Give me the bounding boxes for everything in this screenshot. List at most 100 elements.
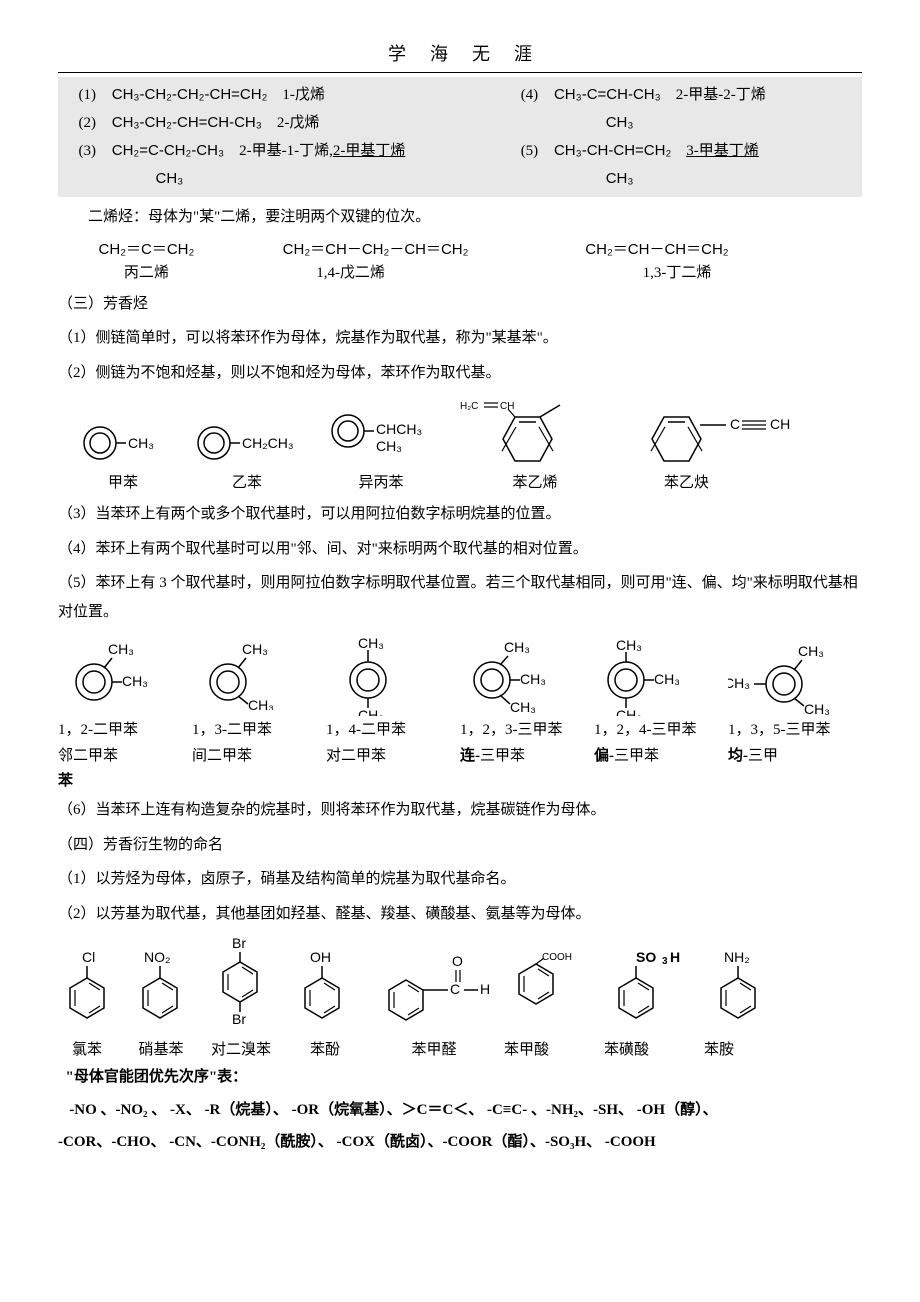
diene-intro: 二烯烃：母体为"某"二烯，要注明两个双键的位次。: [58, 203, 862, 232]
structure: OH: [286, 946, 364, 1036]
compound-name: 三甲苯: [480, 748, 525, 764]
svg-text:CH₃: CH₃: [376, 438, 402, 454]
compound-name: 苯甲醛: [374, 1038, 494, 1059]
section-heading: （三）芳香烃: [58, 290, 862, 319]
rule-text: （4）苯环上有两个取代基时可以用"邻、间、对"来标明两个取代基的相对位置。: [58, 535, 862, 564]
structure: NO₂: [126, 946, 196, 1036]
compound-name: 苯酚: [286, 1038, 364, 1059]
formula: CH₂＝C＝CH₂: [58, 238, 235, 259]
structure: SO 3 H: [604, 946, 694, 1036]
compound-name: 1，3-二甲苯: [192, 722, 272, 738]
alkene-examples: (1) CH₃-CH₂-CH₂-CH=CH₂ 1-戊烯 (4) CH₃-C=CH…: [58, 77, 862, 197]
structure: Cl: [58, 946, 116, 1036]
priority-heading: "母体官能团优先次序"表：: [58, 1063, 862, 1092]
derivative-names: 氯苯 硝基苯 对二溴苯 苯酚 苯甲醛 苯甲酸 苯磺酸 苯胺: [58, 1038, 862, 1059]
svg-text:CH₃: CH₃: [728, 675, 750, 691]
xylene-structures: CH₃ CH₃ CH₃ CH₃ CH₃ CH₃: [58, 634, 862, 716]
rule-text: （6）当苯环上连有构造复杂的烷基时，则将苯环作为取代基，烷基碳链作为母体。: [58, 796, 862, 825]
page-header: 学海无涯: [58, 40, 862, 66]
compound-name: 苯胺: [704, 1038, 782, 1059]
formula: CH₃-CH₂-CH₂-CH=CH₂: [112, 86, 268, 103]
item-num: (1): [58, 82, 96, 109]
svg-text:Cl: Cl: [82, 949, 95, 965]
structure: C CH: [634, 397, 804, 467]
structure: NH₂: [704, 946, 782, 1036]
compound-name: 1，2-二甲苯: [58, 722, 138, 738]
structure: Br Br: [206, 936, 276, 1036]
branch: CH₃: [156, 170, 184, 187]
svg-text:CH₃: CH₃: [616, 707, 642, 716]
svg-text:CH₃: CH₃: [654, 671, 680, 687]
formula: CH₂＝CH－CH＝CH₂: [516, 238, 797, 259]
formula: CH₂=C-CH₂-CH₃: [112, 142, 224, 159]
svg-text:CH: CH: [500, 401, 514, 412]
svg-text:C: C: [450, 981, 460, 997]
item-num: (2): [58, 110, 96, 137]
branch: CH₃: [606, 114, 634, 131]
svg-text:CH₃: CH₃: [616, 637, 642, 653]
item-num: (5): [500, 138, 538, 165]
header-rule: [58, 72, 862, 73]
structure: CH₃ CH₃ CH₃: [728, 634, 862, 716]
rule-text: （2）侧链为不饱和烃基，则以不饱和烃为母体，苯环作为取代基。: [58, 359, 862, 388]
rule-text: （1）以芳烃为母体，卤原子，硝基及结构简单的烷基为取代基命名。: [58, 865, 862, 894]
compound-name: 2-甲基-2-丁烯: [676, 87, 766, 103]
svg-text:Br: Br: [232, 1011, 246, 1027]
prefix: 偏-: [594, 748, 614, 764]
svg-text:CH₃: CH₃: [510, 699, 536, 715]
svg-text:O: O: [452, 953, 463, 969]
formula: CH₂＝CH－CH₂－CH＝CH₂: [235, 238, 516, 259]
diene-formulas: CH₂＝C＝CH₂ CH₂＝CH－CH₂－CH＝CH₂ CH₂＝CH－CH＝CH…: [58, 238, 862, 259]
structure: COOH: [504, 946, 594, 1036]
compound-name: 异丙苯: [326, 471, 436, 492]
compound-name: 硝基苯: [126, 1038, 196, 1059]
diene-names: 丙二烯 1,4-戊二烯 1,3-丁二烯: [58, 261, 862, 282]
prefix: 连-: [460, 748, 480, 764]
compound-name: 三甲: [748, 748, 778, 764]
svg-text:CH₃: CH₃: [358, 635, 384, 651]
benzene-names: 甲苯 乙苯 异丙苯 苯乙烯 苯乙炔: [78, 471, 862, 492]
compound-name: 1，4-二甲苯: [326, 722, 406, 738]
rule-text: （1）侧链简单时，可以将苯环作为母体，烷基作为取代基，称为"某基苯"。: [58, 324, 862, 353]
structure: CH₃ CH₃: [192, 634, 326, 716]
compound-name: 2-戊烯: [277, 115, 320, 131]
svg-text:Br: Br: [232, 936, 246, 951]
structure: CH₃ CH₃ CH₃: [594, 634, 728, 716]
svg-text:NH₂: NH₂: [724, 949, 750, 965]
structure: CH₃ CH₃: [326, 634, 460, 716]
compound-name: 1-戊烯: [282, 87, 325, 103]
formula: CH₃-CH-CH=CH₂: [554, 142, 671, 159]
item-num: (4): [500, 82, 538, 109]
section-heading: （四）芳香衍生物的命名: [58, 831, 862, 860]
svg-text:CH₃: CH₃: [242, 641, 268, 657]
structure: CH₃ CH₃ CH₃: [460, 634, 594, 716]
compound-name: 3-甲基丁烯: [686, 143, 759, 159]
svg-text:H₂C: H₂C: [460, 401, 478, 412]
structure: C O H: [374, 946, 494, 1036]
compound-name: 1，3，5-三甲苯: [728, 722, 831, 738]
svg-text:CH₃: CH₃: [108, 641, 134, 657]
structure: CH₃ CH₃: [58, 634, 192, 716]
compound-name: 1,4-戊二烯: [235, 261, 516, 282]
compound-name: 对二溴苯: [206, 1038, 276, 1059]
compound-name: 甲苯: [78, 471, 168, 492]
svg-text:H: H: [480, 981, 490, 997]
compound-name: 2-甲基-1-丁烯,: [239, 143, 333, 159]
rule-text: （3）当苯环上有两个或多个取代基时，可以用阿拉伯数字标明烷基的位置。: [58, 500, 862, 529]
derivative-structures: Cl NO₂ Br: [58, 936, 862, 1036]
compound-name: 乙苯: [192, 471, 302, 492]
svg-text:NO₂: NO₂: [144, 949, 170, 965]
svg-text:CH₃: CH₃: [798, 643, 824, 659]
svg-text:3: 3: [662, 956, 668, 967]
svg-text:CH₂CH₃: CH₂CH₃: [242, 435, 294, 451]
alt-name: 2-甲基丁烯: [333, 143, 406, 159]
branch: CH₃: [606, 170, 634, 187]
benzene-examples: CH₃ CH₂CH₃ CHCH₃ CH₃: [78, 397, 862, 467]
compound-name: 丙二烯: [58, 261, 235, 282]
compound-name: 间二甲苯: [192, 748, 252, 764]
svg-text:C: C: [730, 416, 740, 432]
compound-name: 苯甲酸: [504, 1038, 594, 1059]
xylene-alt-names: 邻二甲苯 间二甲苯 对二甲苯 连-三甲苯 偏-三甲苯 均-三甲: [58, 744, 862, 770]
svg-text:CH: CH: [770, 416, 790, 432]
svg-text:CH₃: CH₃: [504, 639, 530, 655]
